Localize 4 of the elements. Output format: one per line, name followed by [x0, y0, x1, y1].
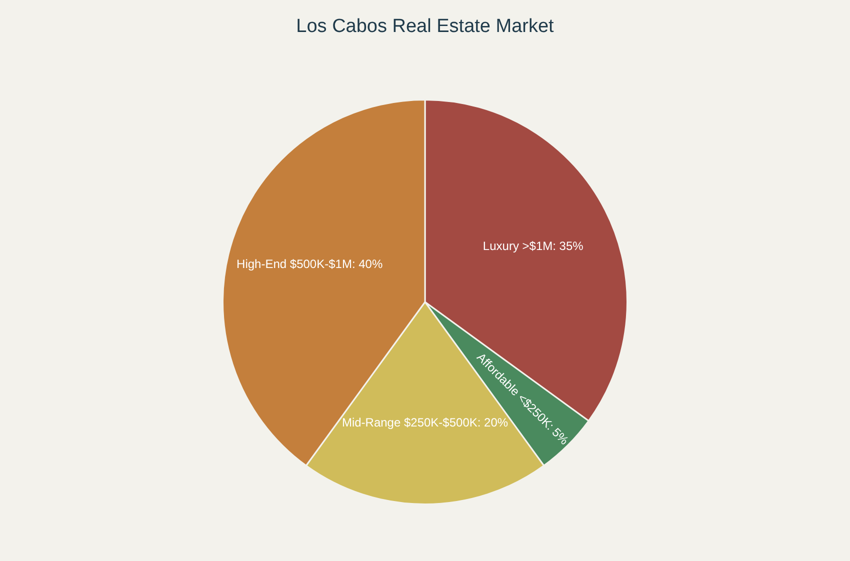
slice-label: Luxury >$1M: 35%	[482, 239, 584, 254]
chart-title: Los Cabos Real Estate Market	[295, 16, 555, 38]
slice-label: Mid-Range $250K-$500K: 20%	[342, 416, 508, 430]
slice-label: High-End $500K-$1M: 40%	[236, 256, 383, 271]
